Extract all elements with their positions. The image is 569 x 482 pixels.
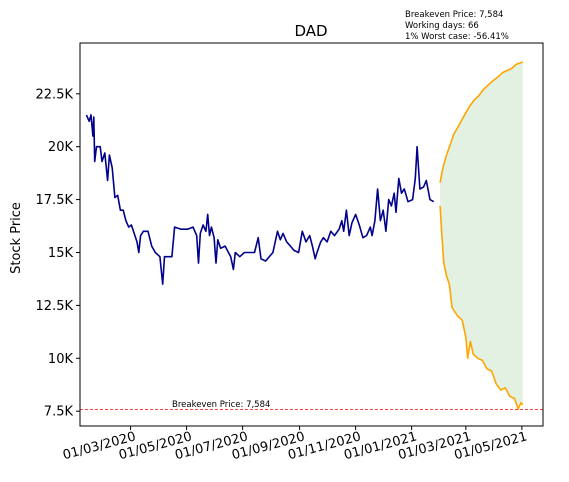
- forecast-upper-line: [439, 61, 524, 183]
- y-tick-label: 12.5K: [36, 299, 74, 314]
- historical-price-line: [85, 114, 435, 286]
- y-axis-label: Stock Price: [9, 202, 24, 274]
- y-tick-label: 20K: [48, 140, 74, 155]
- y-axis: 7.5K 10K 12.5K 15K 17.5K 20K 22.5K: [36, 87, 80, 420]
- y-tick-label: 7.5K: [44, 405, 74, 420]
- info-working-days: Working days: 66: [405, 21, 479, 31]
- plot-frame: [79, 42, 544, 427]
- chart-title: DAD: [294, 22, 327, 40]
- y-tick-label: 15K: [48, 246, 74, 261]
- y-tick-label: 17.5K: [36, 193, 74, 208]
- breakeven-label: Breakeven Price: 7,584: [172, 400, 270, 410]
- series-layer: [85, 61, 524, 410]
- info-worst-case: 1% Worst case: -56.41%: [405, 32, 509, 42]
- info-breakeven: Breakeven Price: 7,584: [405, 10, 503, 20]
- y-tick-label: 10K: [48, 352, 74, 367]
- forecast-band: [440, 62, 523, 410]
- y-tick-label: 22.5K: [36, 87, 74, 102]
- x-axis: 01/03/202001/05/202001/07/202001/09/2020…: [61, 426, 529, 463]
- forecast-band-layer: [440, 62, 523, 410]
- forecast-lower-line: [439, 205, 524, 410]
